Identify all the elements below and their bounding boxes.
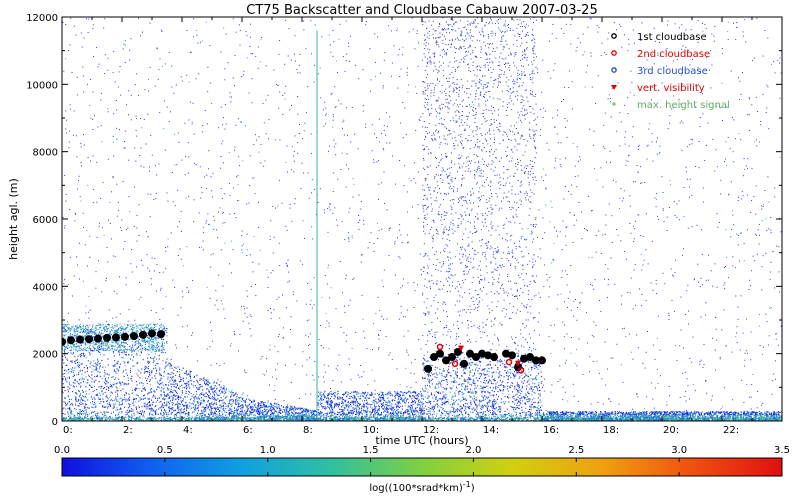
cloudbase-2-point [438, 344, 443, 349]
cloudbase-1-point [112, 334, 120, 342]
colorbar-tick-label: 3.0 [671, 445, 687, 456]
colorbar-label-exponent: -1 [463, 480, 471, 489]
cloudbase-2-point [453, 361, 458, 366]
cloudbase-1-point [460, 360, 468, 368]
cloudbase-1-point [67, 336, 75, 344]
x-axis-label: time UTC (hours) [375, 434, 468, 447]
cloudbase-marks [58, 329, 546, 373]
cloudbase-1-point [121, 333, 129, 341]
legend-label: max. height signal [637, 100, 730, 111]
cloudbase-1-point [148, 329, 156, 337]
legend-marker-circle [612, 68, 616, 72]
y-tick-label: 2000 [33, 350, 58, 361]
cloudbase-1-point [85, 335, 93, 343]
x-tick-label: 8: [303, 425, 313, 436]
y-tick-label: 12000 [26, 13, 58, 24]
cloudbase-1-point [130, 332, 138, 340]
plot-frame [62, 17, 782, 421]
backscatter-field [62, 17, 783, 422]
colorbar [62, 458, 782, 476]
cloudbase-1-point [424, 365, 432, 373]
colorbar-tick-label: 1.5 [363, 445, 379, 456]
x-tick-label: 18: [603, 425, 619, 436]
cloudbase-1-point [490, 353, 498, 361]
colorbar-tick-label: 2.5 [568, 445, 584, 456]
y-tick-label: 0 [52, 417, 58, 428]
x-tick-label: 2: [123, 425, 133, 436]
colorbar-tick-label: 1.0 [260, 445, 276, 456]
legend-marker-triangle [611, 85, 617, 90]
y-tick-label: 8000 [33, 148, 58, 159]
legend-marker-circle [612, 34, 616, 38]
x-tick-label: 6: [243, 425, 253, 436]
y-tick-label: 4000 [33, 282, 58, 293]
y-tick-label: 6000 [33, 215, 58, 226]
legend-label: 3rd cloudbase [637, 66, 708, 77]
cloudbase-1-point [508, 351, 516, 359]
x-tick-label: 4: [183, 425, 193, 436]
legend-marker-plus [612, 102, 616, 106]
y-tick-label: 10000 [26, 80, 58, 91]
colorbar-label-base: log((100*srad*km) [369, 483, 462, 494]
y-axis-label: height agl. (m) [7, 178, 20, 260]
x-tick-label: 14: [483, 425, 499, 436]
cloudbase-1-point [157, 330, 165, 338]
colorbar-tick-label: 0.5 [157, 445, 173, 456]
legend-label: 1st cloudbase [637, 32, 707, 43]
colorbar-label: log((100*srad*km)-1) [369, 480, 474, 494]
legend-marker-circle [612, 51, 616, 55]
x-tick-label: 22: [723, 425, 739, 436]
x-tick-label: 0: [63, 425, 73, 436]
cloudbase-1-point [94, 335, 102, 343]
colorbar-tick-label: 0.0 [54, 445, 70, 456]
cloudbase-1-point [538, 356, 546, 364]
cloudbase-1-point [436, 350, 444, 358]
colorbar-label-close: ) [471, 483, 475, 494]
legend-label: 2nd cloudbase [637, 49, 710, 60]
colorbar-tick-label: 3.5 [774, 445, 790, 456]
cloudbase-1-point [139, 331, 147, 339]
cloudbase-2-point [507, 360, 512, 365]
x-axis-ticks: 0: 2: 4: 6: 8: 10: 12: 14: 16: 18: 20: 22: [62, 17, 752, 436]
cloudbase-1-point [76, 336, 84, 344]
x-tick-label: 16: [543, 425, 559, 436]
x-tick-label: 20: [663, 425, 679, 436]
colorbar-tick-label: 2.0 [465, 445, 481, 456]
chart-title: CT75 Backscatter and Cloudbase Cabauw 20… [246, 3, 597, 18]
cloudbase-1-point [103, 334, 111, 342]
legend-label: vert. visibility [637, 83, 705, 94]
